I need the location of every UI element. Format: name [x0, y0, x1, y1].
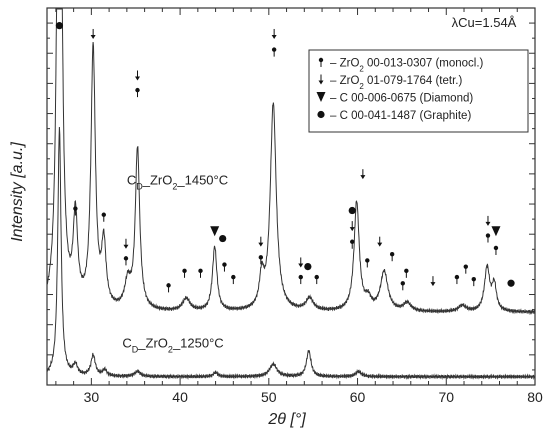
- x-tick-label: 80: [527, 389, 543, 405]
- x-tick-label: 60: [350, 389, 366, 405]
- tetragonal-marker-head: [135, 76, 141, 81]
- y-axis-label: Intensity [a.u.]: [9, 142, 26, 242]
- wavelength-label: λCu=1.54Å: [452, 15, 517, 30]
- series-line: [46, 8, 536, 315]
- x-tick-label: 40: [172, 389, 188, 405]
- legend-label: – ZrO2 00-013-0307 (monocl.): [330, 58, 484, 74]
- tetragonal-marker-head: [377, 242, 383, 247]
- legend: – ZrO2 00-013-0307 (monocl.)– ZrO2 01-07…: [308, 49, 529, 133]
- series-labels: CD_ZrO2_1450°C CD_ZrO2_1250°C: [122, 173, 228, 355]
- graphite-marker: [219, 234, 227, 243]
- tetragonal-marker-head: [485, 221, 491, 226]
- x-tick-label: 70: [438, 389, 454, 405]
- legend-label: – C 00-041-1487 (Graphite): [330, 110, 471, 122]
- graphite-marker: [304, 263, 312, 271]
- tetragonal-marker-head: [349, 227, 355, 232]
- monoclinic-marker: [222, 262, 227, 267]
- graphite-marker: [55, 22, 64, 30]
- tetragonal-marker-head: [298, 263, 304, 268]
- tetragonal-marker-head: [271, 34, 277, 39]
- legend-label: – ZrO2 01-079-1764 (tetr.): [330, 75, 462, 91]
- monoclinic-marker: [463, 264, 468, 269]
- tetragonal-marker-head: [90, 34, 96, 39]
- plot-frame: [46, 7, 536, 386]
- x-tick-label: 30: [84, 389, 100, 405]
- monoclinic-marker: [400, 281, 405, 286]
- tetragonal-marker-head: [123, 244, 129, 249]
- legend-symbol: [317, 110, 325, 119]
- diamond-marker: [210, 226, 220, 237]
- legend-box: [308, 49, 529, 133]
- axis-ticks: 30 40 50 60 70 80: [47, 7, 543, 405]
- diffraction-curves: [46, 8, 536, 381]
- x-tick-label: 50: [261, 389, 277, 405]
- graphite-marker: [348, 206, 356, 215]
- tetragonal-marker-head: [360, 175, 366, 180]
- diamond-marker: [491, 226, 501, 237]
- legend-symbol-head: [318, 80, 324, 85]
- monoclinic-marker: [166, 283, 171, 288]
- x-axis-label: 2θ [°]: [267, 411, 306, 428]
- series-line: [46, 126, 536, 381]
- legend-label: – C 00-006-0675 (Diamond): [330, 93, 473, 105]
- tetragonal-marker-head: [430, 282, 436, 287]
- phase-markers: [55, 22, 515, 293]
- plot-border: [46, 7, 536, 386]
- tetragonal-marker-head: [258, 242, 264, 247]
- legend-symbol: [316, 92, 326, 102]
- graphite-marker: [507, 279, 515, 287]
- series-label: CD_ZrO2_1450°C: [127, 173, 228, 192]
- series-label: CD_ZrO2_1250°C: [122, 336, 223, 355]
